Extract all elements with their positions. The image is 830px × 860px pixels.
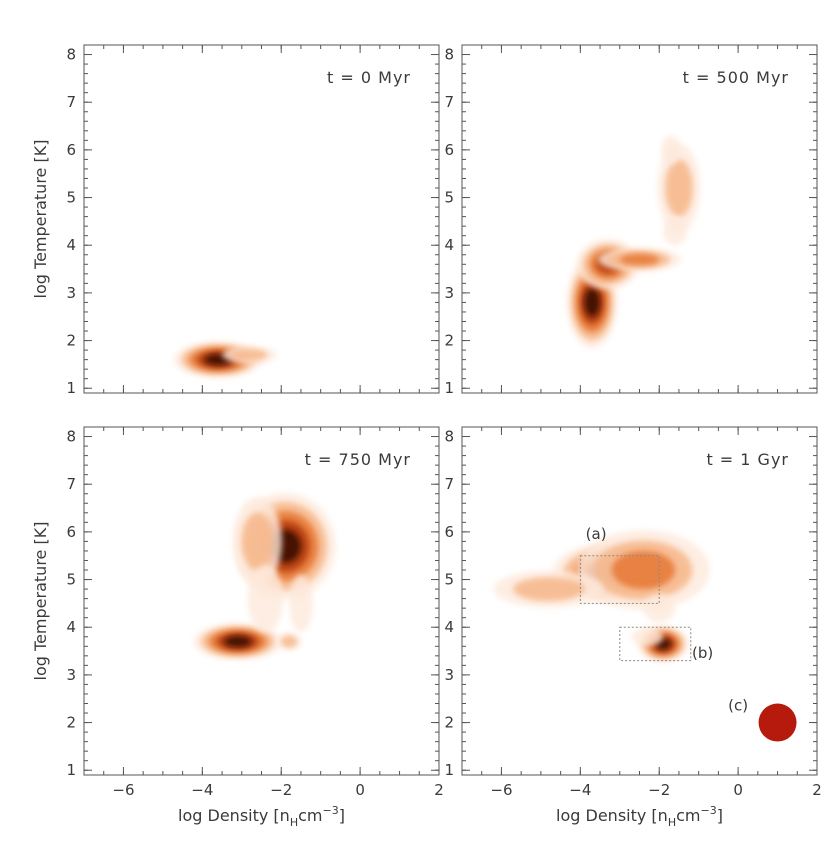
- y-axis-label: log Temperature [K]: [31, 140, 50, 299]
- region-box-1: [579, 555, 660, 604]
- y-tick-label: 1: [444, 379, 454, 397]
- y-tick-label: 6: [444, 523, 454, 541]
- x-tick-label: 2: [434, 781, 444, 799]
- y-tick-label: 8: [444, 428, 454, 446]
- density-blob-2-level-3: [611, 550, 675, 590]
- panel-title: t = 0 Myr: [327, 68, 411, 87]
- density-blob-5-level-1: [661, 135, 681, 165]
- y-tick-label: 3: [444, 666, 454, 684]
- y-tick-label: 4: [444, 618, 454, 636]
- y-tick-label: 3: [444, 284, 454, 302]
- y-tick-label: 5: [444, 571, 454, 589]
- y-tick-label: 5: [66, 571, 76, 589]
- y-tick-label: 1: [66, 761, 76, 779]
- density-blob-4-level-1: [247, 565, 284, 632]
- y-tick-label: 8: [66, 428, 76, 446]
- plot-frame: [461, 44, 818, 394]
- y-tick-label: 5: [444, 189, 454, 207]
- y-tick-label: 5: [66, 189, 76, 207]
- y-tick-label: 3: [66, 284, 76, 302]
- y-tick-label: 7: [66, 93, 76, 111]
- y-tick-label: 3: [66, 666, 76, 684]
- panel-title: t = 500 Myr: [683, 68, 789, 87]
- x-tick-label: −4: [191, 781, 213, 799]
- density-blob-3-level-2: [241, 512, 274, 571]
- x-tick-label: −4: [569, 781, 591, 799]
- density-blob-6-level-1: [289, 574, 313, 632]
- density-map: [173, 341, 278, 378]
- y-tick-label: 6: [66, 141, 76, 159]
- y-tick-label: 2: [444, 332, 454, 350]
- y-tick-label: 2: [66, 714, 76, 732]
- density-blob-5-level-1: [631, 627, 664, 647]
- density-blob-1-level-5: [224, 635, 252, 648]
- panel-3: −6 −4 −2 0 2 1 2 3 4 5 6 7 8 t = 750 Myr log Temperatu…: [31, 426, 444, 829]
- density-blob-5-level-2: [281, 635, 297, 648]
- y-tick-label: 1: [66, 379, 76, 397]
- panel-1: 1 2 3 4 5 6 7 8 t = 0 Myr log Temperature [K]: [31, 44, 440, 397]
- region-label-1: (a): [586, 525, 607, 543]
- y-tick-label: 2: [66, 332, 76, 350]
- y-axis-label: log Temperature [K]: [31, 522, 50, 681]
- y-tick-label: 6: [66, 523, 76, 541]
- x-tick-label: −2: [270, 781, 292, 799]
- y-tick-label: 4: [444, 236, 454, 254]
- region-box-2: [619, 626, 692, 662]
- y-tick-label: 7: [66, 475, 76, 493]
- density-blob-1-level-5: [584, 288, 601, 317]
- density-blob-3-level-3: [619, 253, 660, 266]
- density-map: [566, 135, 701, 349]
- x-tick-label: 0: [733, 781, 743, 799]
- panel-4: (a) (b) (c) −6 −4 −2 0 2 1 2 3 4 5 6 7 8 t = 1 Gyr log De…: [444, 426, 822, 829]
- x-tick-label: −6: [112, 781, 134, 799]
- plot-frame: [83, 44, 440, 394]
- x-axis-label: log Density [nHcm−3]: [178, 804, 345, 829]
- x-tick-label: 2: [812, 781, 822, 799]
- y-tick-label: 1: [444, 761, 454, 779]
- y-tick-label: 4: [66, 236, 76, 254]
- density-blob-2-level-2: [231, 349, 268, 361]
- x-axis-label: log Density [nHcm−3]: [556, 804, 723, 829]
- density-blob-6-level-1: [643, 593, 675, 623]
- density-blob-6-level-1: [663, 216, 687, 246]
- density-blob-3-level-2: [513, 577, 585, 602]
- x-tick-label: −6: [490, 781, 512, 799]
- y-tick-label: 4: [66, 618, 76, 636]
- panel-title: t = 750 Myr: [305, 450, 411, 469]
- y-tick-label: 6: [444, 141, 454, 159]
- density-map: [193, 492, 336, 660]
- marker-1: [758, 703, 797, 742]
- y-tick-label: 7: [444, 93, 454, 111]
- y-tick-label: 8: [444, 46, 454, 64]
- y-tick-label: 8: [66, 46, 76, 64]
- x-tick-label: −2: [648, 781, 670, 799]
- density-map: [493, 529, 710, 663]
- region-label-2: (b): [692, 644, 713, 662]
- density-blob-4-level-2: [665, 159, 693, 217]
- panel-2: 1 2 3 4 5 6 7 8 t = 500 Myr: [444, 44, 818, 397]
- panel-title: t = 1 Gyr: [706, 450, 789, 469]
- marker-label-1: (c): [728, 697, 748, 715]
- y-tick-label: 7: [444, 475, 454, 493]
- y-tick-label: 2: [444, 714, 454, 732]
- x-tick-label: 0: [355, 781, 365, 799]
